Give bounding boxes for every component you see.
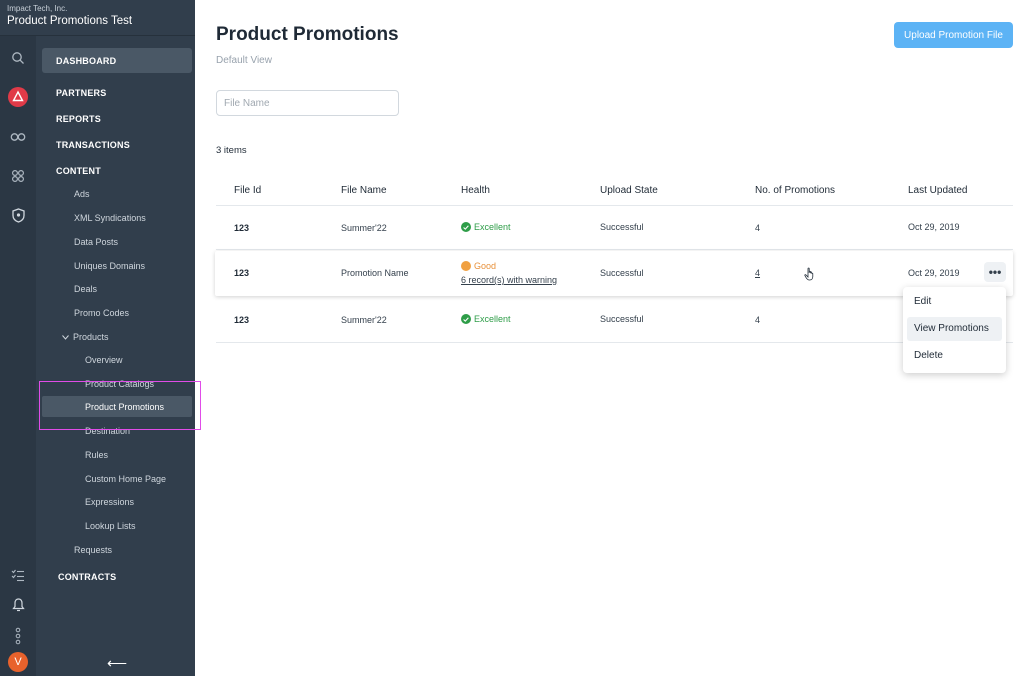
nav-dashboard[interactable]: DASHBOARD — [56, 56, 117, 66]
account-switcher[interactable]: Impact Tech, Inc. Product Promotions Tes… — [0, 0, 195, 36]
nav-rules[interactable]: Rules — [85, 450, 109, 460]
icon-rail: V — [0, 36, 36, 676]
warning-dot-icon — [461, 261, 471, 271]
row-divider — [216, 342, 1013, 343]
nav-active-bg — [42, 396, 192, 417]
nav-deals[interactable]: Deals — [74, 284, 98, 294]
cell-upload-state: Successful — [600, 268, 644, 278]
warning-records-link[interactable]: 6 record(s) with warning — [461, 275, 558, 285]
column-header-promotions[interactable]: No. of Promotions — [755, 185, 836, 196]
tasks-icon[interactable] — [8, 565, 28, 585]
hand-cursor-icon — [804, 267, 816, 286]
file-name-search-input[interactable] — [216, 90, 399, 116]
search-icon[interactable] — [8, 48, 28, 68]
health-status: Excellent — [474, 222, 511, 232]
cell-upload-state: Successful — [600, 222, 644, 232]
upload-promotion-file-button[interactable]: Upload Promotion File — [894, 22, 1013, 48]
check-circle-icon — [461, 222, 471, 232]
nav-content[interactable]: CONTENT — [56, 166, 101, 176]
nav-overview[interactable]: Overview — [85, 355, 123, 365]
column-header-last-updated[interactable]: Last Updated — [908, 185, 968, 196]
cell-file-id: 123 — [234, 315, 250, 325]
cell-promotions: 4 — [755, 315, 761, 325]
bell-icon[interactable] — [8, 594, 28, 614]
nav-expressions[interactable]: Expressions — [85, 497, 135, 507]
header-divider — [216, 205, 1013, 206]
cell-last-updated: Oct 29, 2019 — [908, 268, 960, 278]
nav-product-promotions[interactable]: Product Promotions — [85, 402, 165, 412]
cell-last-updated: Oct 29, 2019 — [908, 222, 960, 232]
integrations-icon[interactable] — [8, 166, 28, 186]
cell-file-name: Summer'22 — [341, 223, 387, 233]
more-vertical-icon[interactable] — [8, 626, 28, 646]
cell-health: Good — [461, 261, 496, 271]
nav-dashboard-bg — [42, 48, 192, 73]
column-header-file-name[interactable]: File Name — [341, 185, 387, 196]
cell-health: Excellent — [461, 222, 511, 232]
annotation-highlight-box — [39, 381, 201, 430]
nav-ads[interactable]: Ads — [74, 189, 90, 199]
column-header-file-id[interactable]: File Id — [234, 185, 262, 196]
cell-promotions: 4 — [755, 223, 761, 233]
menu-item-view-promotions[interactable]: View Promotions — [907, 317, 1002, 341]
nav-contracts[interactable]: CONTRACTS — [58, 572, 117, 582]
row-divider — [216, 249, 1013, 250]
nav-transactions[interactable]: TRANSACTIONS — [56, 140, 130, 150]
row-actions-menu: Edit View Promotions Delete — [903, 287, 1006, 373]
collapse-sidebar-icon[interactable]: ⟵ — [107, 655, 128, 671]
chevron-down-icon — [62, 332, 69, 342]
company-name: Impact Tech, Inc. — [7, 4, 68, 13]
health-status: Excellent — [474, 314, 511, 324]
nav-partners[interactable]: PARTNERS — [56, 88, 107, 98]
nav-product-catalogs[interactable]: Product Catalogs — [85, 379, 155, 389]
nav-products[interactable]: Products — [62, 332, 109, 342]
page-title: Product Promotions — [216, 24, 399, 45]
nav-custom-home-page[interactable]: Custom Home Page — [85, 474, 167, 484]
nav-destination[interactable]: Destination — [85, 426, 131, 436]
nav-data-posts[interactable]: Data Posts — [74, 237, 119, 247]
account-name: Product Promotions Test — [7, 15, 133, 27]
items-count: 3 items — [216, 145, 247, 156]
partnership-icon[interactable] — [8, 127, 28, 147]
check-circle-icon — [461, 314, 471, 324]
avatar[interactable]: V — [8, 652, 28, 672]
brand-logo-icon[interactable] — [8, 87, 28, 107]
nav-menu: DASHBOARD PARTNERS REPORTS TRANSACTIONS … — [36, 36, 195, 676]
nav-xml-syndications[interactable]: XML Syndications — [74, 213, 146, 223]
sidebar: Impact Tech, Inc. Product Promotions Tes… — [0, 0, 195, 676]
cell-file-name: Summer'22 — [341, 315, 387, 325]
avatar-letter: V — [8, 652, 28, 672]
shield-icon[interactable] — [8, 205, 28, 225]
cell-file-name: Promotion Name — [341, 268, 409, 278]
menu-item-delete[interactable]: Delete — [914, 350, 943, 361]
view-selector[interactable]: Default View — [216, 55, 272, 66]
cell-upload-state: Successful — [600, 314, 644, 324]
cell-health: Excellent — [461, 314, 511, 324]
nav-requests[interactable]: Requests — [74, 545, 113, 555]
cell-file-id: 123 — [234, 223, 250, 233]
table-row-hovered[interactable] — [215, 251, 1013, 296]
row-actions-button[interactable]: ••• — [984, 262, 1006, 282]
nav-reports[interactable]: REPORTS — [56, 114, 101, 124]
nav-promo-codes[interactable]: Promo Codes — [74, 308, 130, 318]
nav-lookup-lists[interactable]: Lookup Lists — [85, 521, 136, 531]
column-header-health[interactable]: Health — [461, 185, 490, 196]
cell-promotions-link[interactable]: 4 — [755, 268, 761, 278]
nav-products-label: Products — [73, 332, 109, 342]
cell-file-id: 123 — [234, 268, 250, 278]
menu-item-edit[interactable]: Edit — [914, 296, 932, 307]
health-status: Good — [474, 261, 497, 271]
nav-uniques-domains[interactable]: Uniques Domains — [74, 261, 146, 271]
column-header-upload-state[interactable]: Upload State — [600, 185, 658, 196]
